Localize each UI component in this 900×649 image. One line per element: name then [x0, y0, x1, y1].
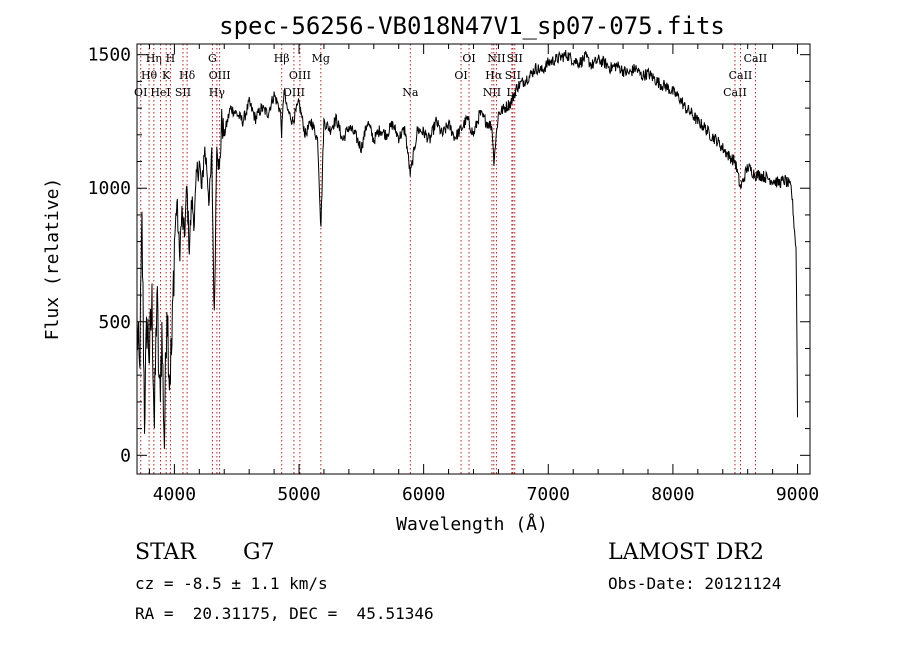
marker-label-14: Mg — [312, 52, 330, 65]
x-tick-label-5: 9000 — [776, 484, 819, 505]
x-tick-label-3: 7000 — [527, 484, 570, 505]
x-axis-label: Wavelength (Å) — [396, 513, 548, 535]
y-axis-label: Flux (relative) — [42, 178, 63, 341]
survey-name: LAMOST DR2 — [608, 540, 764, 565]
y-tick-label-0: 0 — [120, 445, 131, 466]
marker-label-23: SII — [507, 52, 523, 65]
y-tick-label-3: 1500 — [88, 45, 131, 66]
axes: 4000 5000 6000 7000 8000 9000 0 500 1000 1500 — [88, 44, 819, 505]
chart-title: spec-56256-VB018N47V1_sp07-075.fits — [219, 12, 725, 40]
obs-date: Obs-Date: 20121124 — [608, 574, 782, 593]
marker-label-13: OIII — [289, 69, 311, 82]
marker-label-8: G — [208, 52, 217, 65]
marker-label-6: SII — [175, 86, 191, 99]
y-tick-label-1: 500 — [98, 312, 131, 333]
marker-label-17: OI — [462, 52, 475, 65]
marker-label-25: CaII — [729, 69, 753, 82]
x-tick-label-2: 6000 — [402, 484, 445, 505]
marker-label-9: Hγ — [209, 86, 226, 99]
marker-label-10: OIII — [209, 69, 231, 82]
marker-label-18: NII — [483, 86, 501, 99]
plot-frame — [136, 43, 811, 475]
marker-label-12: OIII — [283, 86, 305, 99]
marker-label-19: Hα — [485, 69, 503, 82]
marker-label-22: SII — [505, 69, 521, 82]
marker-label-21: Li — [506, 86, 517, 99]
marker-label-11: Hβ — [274, 52, 290, 65]
y-tick-label-2: 1000 — [88, 178, 131, 199]
marker-label-0: OI — [134, 86, 147, 99]
object-class: STAR — [135, 540, 196, 565]
line-markers: OIHθHηHeIKHSIIHδGHγOIIIHβOIIIOIIIMgNaOIO… — [134, 44, 767, 474]
x-tick-label-4: 8000 — [651, 484, 694, 505]
object-subclass: G7 — [243, 540, 275, 565]
marker-label-3: HeI — [150, 86, 170, 99]
marker-label-1: Hθ — [141, 69, 158, 82]
x-tick-label-0: 4000 — [153, 484, 196, 505]
marker-label-20: NII — [487, 52, 505, 65]
marker-label-16: OI — [454, 69, 467, 82]
marker-label-15: Na — [402, 86, 419, 99]
redshift-text: cz = -8.5 ± 1.1 km/s — [135, 574, 328, 593]
x-tick-label-1: 5000 — [277, 484, 320, 505]
coordinates-text: RA = 20.31175, DEC = 45.51346 — [135, 604, 434, 623]
marker-label-4: K — [162, 69, 171, 82]
series-flux — [136, 50, 798, 449]
marker-label-24: CaII — [723, 86, 747, 99]
marker-label-5: H — [166, 52, 176, 65]
marker-label-26: CaII — [744, 52, 768, 65]
series-group — [136, 50, 798, 449]
marker-label-2: Hη — [146, 52, 162, 65]
marker-label-7: Hδ — [179, 69, 196, 82]
